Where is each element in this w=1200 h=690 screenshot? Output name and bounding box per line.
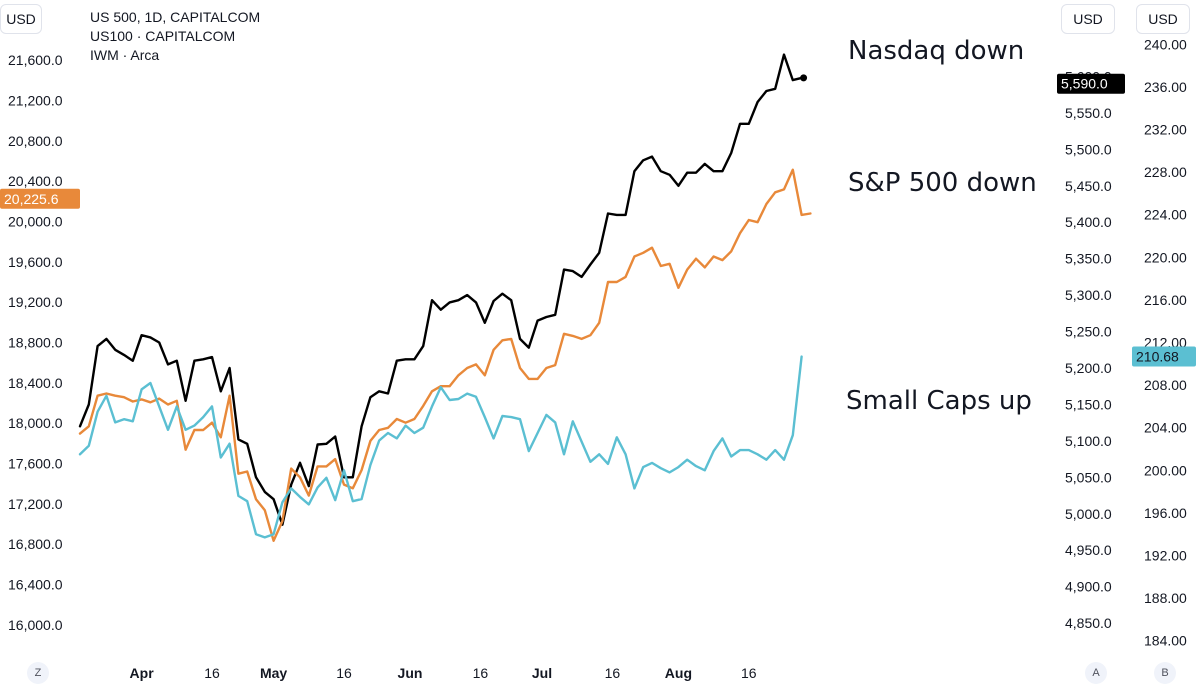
left-axis-tick-label: 20,800.0 (8, 133, 63, 149)
right-axis-a-tick-label: 4,900.0 (1065, 579, 1112, 595)
left-axis-currency-button[interactable]: USD (0, 4, 42, 34)
time-axis-z-button[interactable]: Z (27, 662, 49, 684)
time-axis-tick-label: Aug (665, 665, 692, 681)
right-axis-b-tick-label: 224.00 (1144, 207, 1187, 223)
left-axis-tick-label: 16,800.0 (8, 536, 63, 552)
annotation-nasdaq: Nasdaq down (848, 36, 1025, 66)
right-axis-b-tick-label: 200.00 (1144, 462, 1187, 478)
right-axis-a-tick-label: 5,400.0 (1065, 214, 1112, 230)
annotation-smallcaps: Small Caps up (846, 386, 1032, 416)
time-axis-tick-label: Jul (532, 665, 552, 681)
left-axis-tick-label: 21,600.0 (8, 52, 63, 68)
right-axis-b-tick-label: 212.00 (1144, 335, 1187, 351)
right-axis-a-tick-label: 5,100.0 (1065, 433, 1112, 449)
right-axis-a-tick-label: 4,850.0 (1065, 615, 1112, 631)
right-axis-a-tick-label: 5,050.0 (1065, 469, 1112, 485)
series-lines (78, 53, 812, 542)
right-axis-b-tick-label: 216.00 (1144, 292, 1187, 308)
right-axis-b-tick-label: 232.00 (1144, 121, 1187, 137)
right-axis-b-last-value-label-background (1132, 346, 1196, 367)
left-price-axis[interactable]: 16,000.0 16,400.0 16,800.0 17,200.0 17,600.0… (8, 52, 63, 633)
left-axis-tick-label: 19,600.0 (8, 254, 63, 270)
right-axis-a-tick-label: 5,500.0 (1065, 141, 1112, 157)
right-axis-a-tick-label: 5,300.0 (1065, 287, 1112, 303)
time-axis-tick-label: 16 (336, 665, 352, 681)
series-line-small-caps (78, 355, 803, 539)
time-axis[interactable]: Apr 16 May 16 Jun 16 Jul 16 Aug 16 (130, 665, 757, 681)
right-axis-a-last-value-label: 5,590.0 (1061, 76, 1108, 92)
right-axis-a-tick-label: 5,150.0 (1065, 396, 1112, 412)
right-axis-a-last-value-label-background (1057, 73, 1125, 94)
left-axis-tick-label: 18,400.0 (8, 375, 63, 391)
left-axis-tick-label: 18,800.0 (8, 335, 63, 351)
right-axis-b-tick-label: 240.00 (1144, 36, 1187, 52)
right-axis-b-tick-label: 236.00 (1144, 79, 1187, 95)
time-axis-tick-label: 16 (605, 665, 621, 681)
last-value-labels: 20,225.6 5,590.0 210.68 (0, 73, 1196, 367)
series-line-nasdaq (78, 53, 803, 526)
time-axis-tick-label: Apr (130, 665, 155, 681)
left-axis-tick-label: 17,600.0 (8, 456, 63, 472)
right-axis-b-tick-label: 196.00 (1144, 505, 1187, 521)
right-axis-a-currency-button[interactable]: USD (1061, 4, 1115, 34)
right-axis-b-tick-label: 208.00 (1144, 377, 1187, 393)
right-axis-a-tick-label: 5,550.0 (1065, 105, 1112, 121)
series-legend: US 500, 1D, CAPITALCOM US100 · CAPITALCO… (90, 8, 260, 65)
right-axis-a-tick-label: 4,950.0 (1065, 542, 1112, 558)
right-axis-a-tick-label: 5,250.0 (1065, 324, 1112, 340)
time-axis-tick-label: May (260, 665, 287, 681)
right-axis-a-tick-label: 5,200.0 (1065, 360, 1112, 376)
right-axis-b-currency-button[interactable]: USD (1136, 4, 1190, 34)
right-axis-a-tick-label: 5,350.0 (1065, 251, 1112, 267)
right-axis-a-auto-button[interactable]: A (1085, 662, 1107, 684)
left-axis-tick-label: 21,200.0 (8, 93, 63, 109)
time-axis-tick-label: 16 (473, 665, 489, 681)
left-axis-tick-label: 16,000.0 (8, 617, 63, 633)
annotation-sp500: S&P 500 down (848, 168, 1037, 198)
left-axis-tick-label: 20,400.0 (8, 173, 63, 189)
left-axis-last-value-label: 20,225.6 (4, 191, 59, 207)
right-axis-b-tick-label: 184.00 (1144, 633, 1187, 649)
left-axis-tick-label: 16,400.0 (8, 577, 63, 593)
right-axis-b-tick-label: 204.00 (1144, 420, 1187, 436)
time-axis-tick-label: 16 (741, 665, 757, 681)
right-axis-b-tick-label: 188.00 (1144, 590, 1187, 606)
legend-iwm[interactable]: IWM · Arca (90, 47, 160, 63)
right-axis-b-tick-label: 228.00 (1144, 164, 1187, 180)
right-axis-b-last-value-label: 210.68 (1136, 349, 1179, 365)
right-axis-b-auto-button[interactable]: B (1154, 662, 1176, 684)
left-axis-tick-label: 17,200.0 (8, 496, 63, 512)
nasdaq-last-point-marker (800, 74, 808, 82)
time-axis-tick-label: 16 (204, 665, 220, 681)
time-axis-tick-label: Jun (398, 665, 423, 681)
left-axis-tick-label: 20,000.0 (8, 214, 63, 230)
right-price-axis-a[interactable]: 4,850.0 4,900.0 4,950.0 5,000.0 5,050.0 5,100… (1065, 68, 1112, 631)
right-axis-a-tick-label: 5,000.0 (1065, 506, 1112, 522)
left-axis-tick-label: 19,200.0 (8, 294, 63, 310)
right-axis-b-tick-label: 192.00 (1144, 548, 1187, 564)
legend-us100[interactable]: US100 · CAPITALCOM (90, 28, 236, 44)
left-axis-tick-label: 18,000.0 (8, 415, 63, 431)
left-axis-last-value-label-background (0, 188, 80, 209)
right-axis-a-tick-label: 5,450.0 (1065, 178, 1112, 194)
series-line-s-p-500 (78, 168, 812, 542)
right-price-axis-b[interactable]: 184.00 188.00 192.00 196.00 200.00 204.00 208.… (1144, 36, 1187, 648)
right-axis-b-tick-label: 220.00 (1144, 249, 1187, 265)
legend-us500[interactable]: US 500, 1D, CAPITALCOM (90, 9, 261, 25)
